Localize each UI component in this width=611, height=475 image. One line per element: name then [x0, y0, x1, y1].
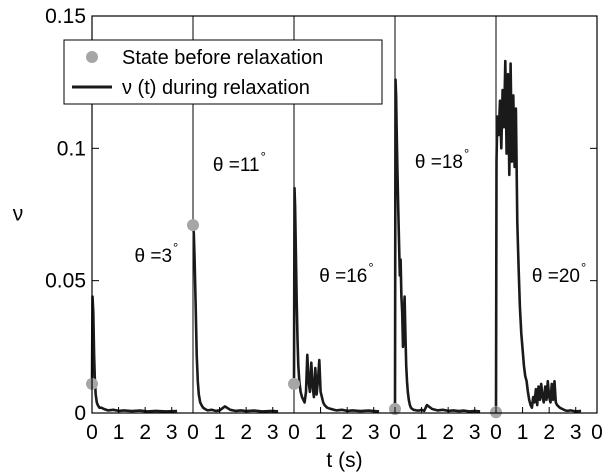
x-tick-label: 2	[139, 421, 151, 444]
x-tick-label: 1	[416, 421, 428, 444]
x-tick-label: 0	[389, 421, 401, 444]
series-layer	[90, 59, 582, 413]
y-axis-label: ν	[13, 203, 24, 226]
panel-annotation-degree: °	[368, 260, 373, 275]
x-tick-label: 0	[591, 421, 603, 444]
y-tick-label: 0	[74, 402, 86, 425]
y-tick-label: 0.05	[45, 270, 86, 293]
x-tick-label: 1	[315, 421, 327, 444]
x-tick-label: 3	[166, 421, 178, 444]
x-tick-label: 3	[267, 421, 279, 444]
x-tick-label: 1	[113, 421, 125, 444]
state-before-marker	[187, 219, 199, 232]
x-tick-label: 0	[187, 421, 199, 444]
y-tick-label: 0.1	[57, 137, 86, 160]
panel-annotation-degree: °	[173, 240, 178, 255]
panel-annotation-degree: °	[581, 260, 586, 275]
legend-marker-icon	[86, 51, 98, 63]
panel-annotation-theta: θ =3	[135, 246, 173, 267]
x-tick-label: 3	[368, 421, 380, 444]
x-tick-label: 3	[570, 421, 582, 444]
x-axis-label: t (s)	[326, 449, 362, 472]
x-tick-label: 2	[341, 421, 353, 444]
legend: State before relaxation ν (t) during rel…	[63, 39, 383, 105]
x-tick-label: 1	[214, 421, 226, 444]
x-tick-label: 3	[469, 421, 481, 444]
series-line-panel-2	[191, 224, 279, 413]
x-tick-label: 0	[288, 421, 300, 444]
legend-entry-state-before: State before relaxation	[122, 47, 323, 69]
panel-annotation-theta: θ =18	[415, 152, 463, 173]
state-markers	[86, 219, 502, 419]
panel-annotations: θ =3 °θ =11 °θ =16 °θ =18 °θ =20 °	[135, 146, 587, 287]
series-line-panel-3	[292, 186, 380, 413]
panel-annotation-degree: °	[464, 146, 469, 161]
x-tick-label: 1	[517, 421, 529, 444]
plot-frame	[91, 15, 598, 414]
y-axis: 0 0.05 0.1 0.15	[45, 5, 597, 425]
panel-annotation-theta: θ =20	[532, 266, 580, 287]
panel-annotation-theta: θ =11	[213, 155, 260, 176]
x-tick-label: 2	[543, 421, 555, 444]
x-tick-label: 0	[86, 421, 98, 444]
y-tick-label: 0.15	[45, 5, 86, 28]
panel-annotation-theta: θ =16	[319, 266, 367, 287]
legend-entry-nu-t: ν (t) during relaxation	[122, 77, 310, 99]
state-before-marker	[288, 377, 300, 390]
x-tick-label: 0	[490, 421, 502, 444]
series-line-panel-4	[393, 78, 481, 413]
legend-box	[63, 39, 383, 105]
panel-annotation-degree: °	[261, 149, 266, 164]
x-tick-label: 2	[442, 421, 454, 444]
x-tick-label: 2	[240, 421, 252, 444]
series-line-panel-5	[494, 59, 582, 413]
